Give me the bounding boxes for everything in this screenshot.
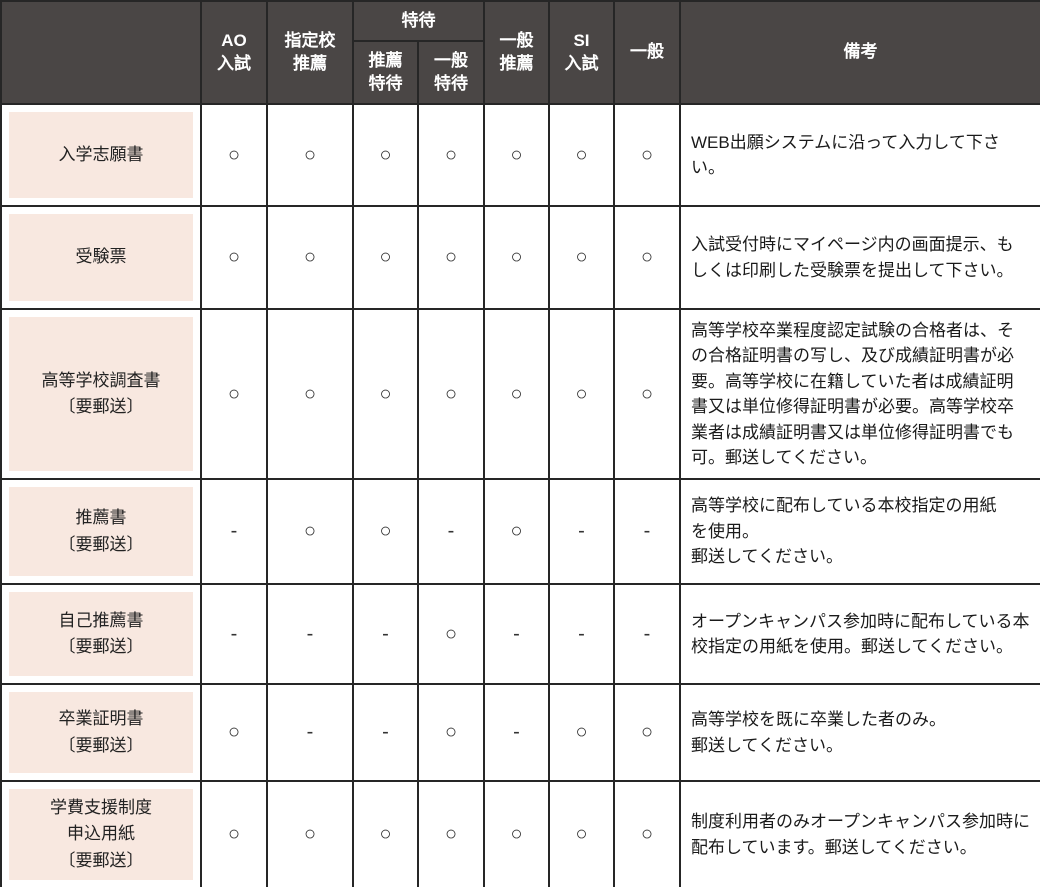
col-header-general-scholarship: 一般 特待 bbox=[417, 40, 485, 105]
corner-header-cell bbox=[0, 0, 202, 105]
mark-cell: ○ bbox=[548, 308, 615, 480]
mark-cell: ○ bbox=[417, 780, 485, 887]
mark-cell: ○ bbox=[266, 205, 354, 310]
mark-cell: ○ bbox=[266, 780, 354, 887]
row-label: 学費支援制度 申込用紙 〔要郵送〕 bbox=[9, 789, 193, 880]
mark-cell: ○ bbox=[483, 103, 550, 207]
mark-cell: ○ bbox=[352, 103, 419, 207]
remark-cell: 高等学校に配布している本校指定の用紙 を使用。 郵送してください。 bbox=[679, 478, 1040, 585]
mark-cell: ○ bbox=[483, 308, 550, 480]
mark-cell: - bbox=[200, 478, 268, 585]
row-label: 自己推薦書 〔要郵送〕 bbox=[9, 592, 193, 676]
mark-cell: ○ bbox=[613, 205, 681, 310]
mark-cell: ○ bbox=[352, 780, 419, 887]
row-label-cell: 自己推薦書 〔要郵送〕 bbox=[0, 583, 202, 685]
mark-cell: ○ bbox=[613, 683, 681, 782]
mark-cell: ○ bbox=[548, 103, 615, 207]
col-header-scholarship-group: 特待 bbox=[352, 0, 485, 42]
mark-cell: - bbox=[613, 583, 681, 685]
mark-cell: - bbox=[266, 683, 354, 782]
remark-cell: 入試受付時にマイページ内の画面提示、もしくは印刷した受験票を提出して下さい。 bbox=[679, 205, 1040, 310]
table-row-recommendation-letter: 推薦書 〔要郵送〕 - ○ ○ - ○ - - 高等学校に配布している本校指定の… bbox=[0, 478, 1040, 585]
row-label: 受験票 bbox=[9, 214, 193, 301]
mark-cell: - bbox=[548, 478, 615, 585]
mark-cell: - bbox=[483, 683, 550, 782]
row-label-cell: 推薦書 〔要郵送〕 bbox=[0, 478, 202, 585]
mark-cell: ○ bbox=[200, 205, 268, 310]
mark-cell: ○ bbox=[266, 308, 354, 480]
remark-cell: 制度利用者のみオープンキャンパス参加時に配布しています。郵送してください。 bbox=[679, 780, 1040, 887]
row-label: 卒業証明書 〔要郵送〕 bbox=[9, 692, 193, 773]
mark-cell: ○ bbox=[483, 205, 550, 310]
mark-cell: ○ bbox=[417, 308, 485, 480]
mark-cell: - bbox=[483, 583, 550, 685]
row-label: 高等学校調査書 〔要郵送〕 bbox=[9, 317, 193, 471]
row-label-cell: 入学志願書 bbox=[0, 103, 202, 207]
mark-cell: ○ bbox=[417, 683, 485, 782]
col-header-general: 一般 bbox=[613, 0, 681, 105]
mark-cell: - bbox=[613, 478, 681, 585]
remark-cell: 高等学校を既に卒業した者のみ。 郵送してください。 bbox=[679, 683, 1040, 782]
mark-cell: - bbox=[548, 583, 615, 685]
row-label-cell: 学費支援制度 申込用紙 〔要郵送〕 bbox=[0, 780, 202, 887]
mark-cell: ○ bbox=[200, 103, 268, 207]
row-label: 推薦書 〔要郵送〕 bbox=[9, 487, 193, 576]
col-header-recommendation-scholarship: 推薦 特待 bbox=[352, 40, 419, 105]
table-row-exam-ticket: 受験票 ○ ○ ○ ○ ○ ○ ○ 入試受付時にマイページ内の画面提示、もしくは… bbox=[0, 205, 1040, 310]
col-header-general-recommendation: 一般 推薦 bbox=[483, 0, 550, 105]
mark-cell: ○ bbox=[200, 308, 268, 480]
mark-cell: ○ bbox=[200, 780, 268, 887]
mark-cell: - bbox=[352, 583, 419, 685]
mark-cell: ○ bbox=[200, 683, 268, 782]
table-row-high-school-report: 高等学校調査書 〔要郵送〕 ○ ○ ○ ○ ○ ○ ○ 高等学校卒業程度認定試験… bbox=[0, 308, 1040, 480]
mark-cell: ○ bbox=[613, 308, 681, 480]
mark-cell: ○ bbox=[417, 583, 485, 685]
col-header-remarks: 備考 bbox=[679, 0, 1040, 105]
col-header-ao-exam: AO 入試 bbox=[200, 0, 268, 105]
table-row-application-form: 入学志願書 ○ ○ ○ ○ ○ ○ ○ WEB出願システムに沿って入力して下さい… bbox=[0, 103, 1040, 207]
mark-cell: ○ bbox=[548, 205, 615, 310]
row-label-cell: 受験票 bbox=[0, 205, 202, 310]
mark-cell: - bbox=[200, 583, 268, 685]
row-label: 入学志願書 bbox=[9, 112, 193, 198]
mark-cell: - bbox=[266, 583, 354, 685]
mark-cell: ○ bbox=[417, 205, 485, 310]
mark-cell: ○ bbox=[266, 103, 354, 207]
remark-cell: 高等学校卒業程度認定試験の合格者は、その合格証明書の写し、及び成績証明書が必要。… bbox=[679, 308, 1040, 480]
mark-cell: - bbox=[417, 478, 485, 585]
mark-cell: ○ bbox=[352, 478, 419, 585]
remark-cell: WEB出願システムに沿って入力して下さい。 bbox=[679, 103, 1040, 207]
mark-cell: ○ bbox=[548, 683, 615, 782]
row-label-cell: 卒業証明書 〔要郵送〕 bbox=[0, 683, 202, 782]
col-header-si-exam: SI 入試 bbox=[548, 0, 615, 105]
remark-cell: オープンキャンパス参加時に配布している本校指定の用紙を使用。郵送してください。 bbox=[679, 583, 1040, 685]
mark-cell: ○ bbox=[266, 478, 354, 585]
mark-cell: ○ bbox=[548, 780, 615, 887]
table-row-graduation-certificate: 卒業証明書 〔要郵送〕 ○ - - ○ - ○ ○ 高等学校を既に卒業した者のみ… bbox=[0, 683, 1040, 782]
mark-cell: ○ bbox=[613, 103, 681, 207]
mark-cell: - bbox=[352, 683, 419, 782]
col-header-designated-school-recommendation: 指定校 推薦 bbox=[266, 0, 354, 105]
mark-cell: ○ bbox=[352, 205, 419, 310]
mark-cell: ○ bbox=[352, 308, 419, 480]
row-label-cell: 高等学校調査書 〔要郵送〕 bbox=[0, 308, 202, 480]
table-row-tuition-support-application: 学費支援制度 申込用紙 〔要郵送〕 ○ ○ ○ ○ ○ ○ ○ 制度利用者のみオ… bbox=[0, 780, 1040, 887]
mark-cell: ○ bbox=[417, 103, 485, 207]
mark-cell: ○ bbox=[483, 780, 550, 887]
mark-cell: ○ bbox=[613, 780, 681, 887]
table-row-self-recommendation-letter: 自己推薦書 〔要郵送〕 - - - ○ - - - オープンキャンパス参加時に配… bbox=[0, 583, 1040, 685]
mark-cell: ○ bbox=[483, 478, 550, 585]
